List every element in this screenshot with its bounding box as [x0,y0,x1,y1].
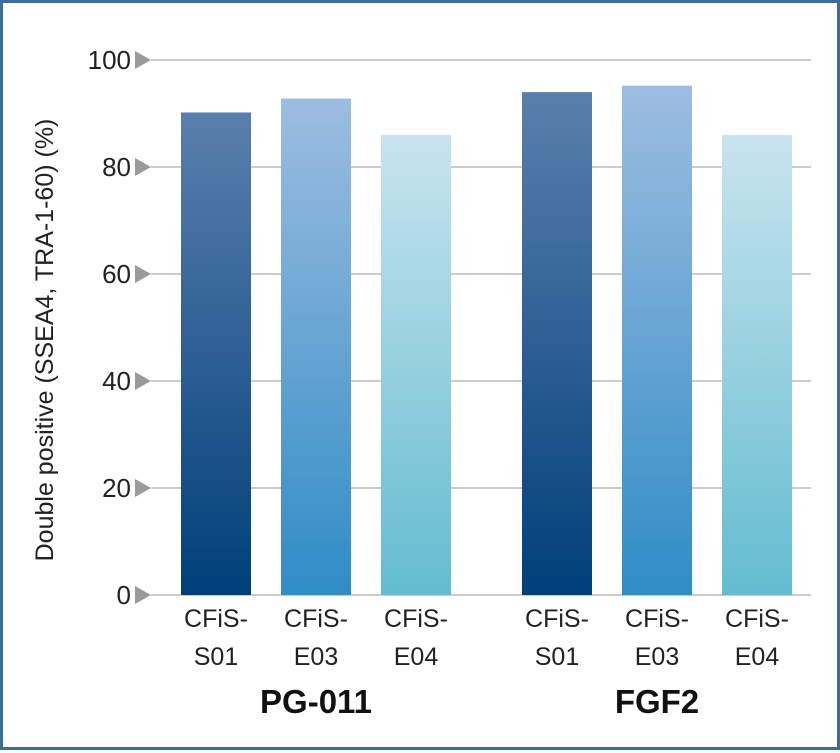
y-tick-label: 80 [102,152,131,182]
bar-pg-011-e03 [281,98,351,596]
x-tick-label: S01 [535,643,579,671]
bar-fgf2-e03 [622,85,692,596]
x-tick-label: CFiS- [525,605,589,633]
y-tick-label: 40 [102,366,131,396]
y-tick-label: 100 [88,45,131,75]
x-tick-label: CFiS- [184,605,248,633]
x-tick-label: CFiS- [625,605,689,633]
group-label: FGF2 [615,683,699,720]
x-tick-label: S01 [194,643,238,671]
label-layer: CFiS- S01 CFiS- E03 CFiS- E04 PG-011 CFiS- S01 CF… [184,605,789,720]
y-axis-title: Double positive (SSEA4, TRA-1-60) (%) [31,119,59,562]
y-tick-label: 60 [102,259,131,289]
bar-fgf2-e04 [722,134,792,595]
y-tick-marker [135,372,151,390]
x-tick-label: CFiS- [725,605,789,633]
y-tick-label: 20 [102,473,131,503]
x-tick-label: E04 [394,643,439,671]
x-tick-label: E03 [635,643,679,671]
grid-layer: 0 20 40 60 80 100 [88,45,811,610]
bar-layer [181,85,792,596]
x-tick-label: E03 [294,643,338,671]
bar-chart: 0 20 40 60 80 100 CFiS- S01 CFiS- E03 CFiS- E04 PG-… [31,45,811,720]
group-label: PG-011 [260,683,372,720]
y-tick-marker [135,479,151,497]
bar-fgf2-s01 [522,92,592,595]
y-tick-marker [135,158,151,176]
bar-pg-011-e04 [381,134,451,595]
y-tick-marker [135,265,151,283]
y-tick-label: 0 [117,580,131,610]
y-tick-marker [135,51,151,69]
x-tick-label: E04 [735,643,780,671]
x-tick-label: CFiS- [384,605,448,633]
x-tick-label: CFiS- [284,605,348,633]
y-tick-marker [135,586,151,604]
bar-pg-011-s01 [181,112,251,596]
